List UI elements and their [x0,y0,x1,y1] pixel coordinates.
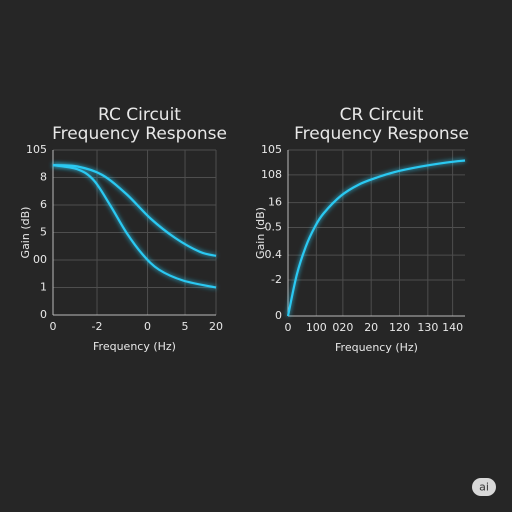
chart-title: CR Circuit [340,105,424,125]
badge: ai [479,481,489,494]
y-tick-label: -2 [271,273,282,286]
x-tick-label: 0 [144,320,151,333]
y-axis-label: Gain (dB) [254,207,267,259]
y-tick-label: 1 [40,281,47,294]
chart-title: Frequency Response [52,124,227,144]
line-series [286,159,466,317]
line-series [52,164,217,257]
y-tick-label: 0.5 [265,220,283,233]
y-tick-label: 0.4 [265,248,283,261]
x-tick-label: 020 [332,321,353,334]
x-tick-label: 140 [442,321,463,334]
y-tick-label: 5 [40,226,47,239]
x-tick-label: 120 [389,321,410,334]
chart-title: RC Circuit [98,105,181,125]
y-tick-label: 00 [33,253,47,266]
x-tick-label: 5 [182,320,189,333]
x-tick-label: -2 [92,320,103,333]
x-tick-label: 20 [364,321,378,334]
x-tick-label: 100 [306,321,327,334]
y-tick-label: 105 [26,143,47,156]
x-tick-label: 130 [417,321,438,334]
y-tick-label: 108 [261,168,282,181]
badge-bg [472,478,496,496]
x-axis-label: Frequency (Hz) [93,340,176,353]
x-tick-label: 0 [50,320,57,333]
chart-title: Frequency Response [294,124,469,144]
line-series [52,164,217,289]
y-tick-label: 6 [40,198,47,211]
x-tick-label: 0 [285,321,292,334]
y-tick-label: 0 [275,309,282,322]
y-tick-label: 16 [268,196,282,209]
y-axis-label: Gain (dB) [19,207,32,259]
x-tick-label: 20 [209,320,223,333]
y-tick-label: 0 [40,308,47,321]
x-axis-label: Frequency (Hz) [335,341,418,354]
y-tick-label: 105 [261,143,282,156]
y-tick-label: 8 [40,171,47,184]
